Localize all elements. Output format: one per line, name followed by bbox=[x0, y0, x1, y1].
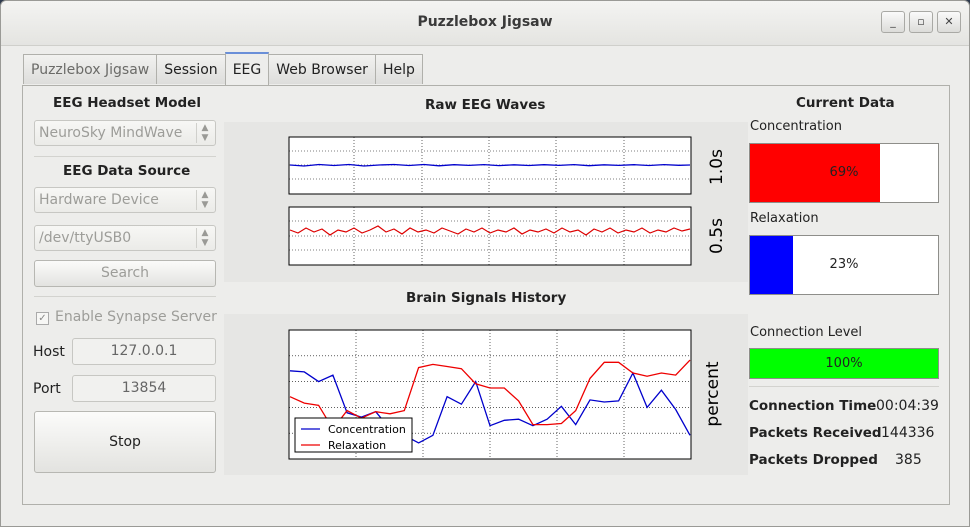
tab-session[interactable]: Session bbox=[156, 54, 226, 84]
combo-arrows-icon: ▲ ▼ bbox=[196, 228, 213, 248]
separator bbox=[749, 386, 939, 387]
raw-wave-red-line bbox=[289, 225, 691, 236]
raw-axis-label-bottom: 0.5s bbox=[707, 218, 727, 254]
connection-level-value: 100% bbox=[825, 356, 863, 371]
history-chart: Concentration Relaxation percent bbox=[288, 329, 723, 460]
port-label: Port bbox=[33, 381, 61, 397]
raw-wave-bottom-frame bbox=[288, 206, 692, 266]
connection-level-label: Connection Level bbox=[750, 325, 863, 340]
window-controls: _ ▫ ✕ bbox=[881, 11, 961, 33]
connection-time-value: 00:04:39 bbox=[876, 398, 939, 414]
tab-eeg[interactable]: EEG bbox=[224, 52, 270, 85]
stop-button[interactable]: Stop bbox=[34, 411, 216, 473]
concentration-value: 69% bbox=[829, 165, 859, 180]
title-bar: Puzzlebox Jigsaw _ ▫ ✕ bbox=[1, 1, 969, 46]
history-line-relaxation bbox=[289, 359, 691, 431]
combo-arrows-icon: ▲ ▼ bbox=[196, 190, 213, 210]
packets-dropped-value: 385 bbox=[895, 452, 922, 468]
tab-bar: Puzzlebox Jigsaw Session EEG Web Browser… bbox=[23, 52, 423, 86]
legend-relaxation-label: Relaxation bbox=[328, 439, 386, 452]
connection-level-bar: 100% bbox=[749, 348, 939, 379]
tab-web-browser[interactable]: Web Browser bbox=[268, 54, 376, 84]
connection-level-bar-fill bbox=[750, 349, 938, 378]
history-series bbox=[289, 359, 691, 444]
relaxation-bar: 23% bbox=[749, 235, 939, 295]
raw-eeg-plot: 1.0s 0.5s bbox=[288, 136, 727, 266]
eeg-panel: EEG Headset Model NeuroSky MindWave ▲ ▼ E… bbox=[22, 85, 950, 505]
device-port-value: /dev/ttyUSB0 bbox=[39, 230, 132, 246]
legend-concentration-label: Concentration bbox=[328, 423, 406, 436]
connection-time-label: Connection Time bbox=[749, 398, 877, 414]
headset-model-heading: EEG Headset Model bbox=[53, 95, 201, 111]
host-label: Host bbox=[33, 344, 65, 360]
search-button[interactable]: Search bbox=[34, 260, 216, 287]
relaxation-label: Relaxation bbox=[750, 211, 819, 226]
packets-dropped-label: Packets Dropped bbox=[749, 452, 878, 468]
history-title: Brain Signals History bbox=[406, 290, 567, 306]
window-title: Puzzlebox Jigsaw bbox=[417, 14, 553, 30]
history-legend: Concentration Relaxation bbox=[294, 417, 413, 453]
history-ylabel: percent bbox=[703, 361, 723, 426]
data-source-select[interactable]: Hardware Device ▲ ▼ bbox=[34, 187, 216, 213]
maximize-button[interactable]: ▫ bbox=[909, 11, 933, 33]
data-source-heading: EEG Data Source bbox=[63, 163, 191, 179]
minimize-button[interactable]: _ bbox=[881, 11, 905, 33]
raw-eeg-plot-area: 1.0s 0.5s bbox=[224, 122, 748, 282]
raw-eeg-title: Raw EEG Waves bbox=[425, 97, 546, 113]
headset-model-select[interactable]: NeuroSky MindWave ▲ ▼ bbox=[34, 120, 216, 146]
concentration-bar: 69% bbox=[749, 143, 939, 203]
host-field[interactable]: 127.0.0.1 bbox=[72, 338, 216, 365]
port-field[interactable]: 13854 bbox=[72, 375, 216, 402]
device-port-select[interactable]: /dev/ttyUSB0 ▲ ▼ bbox=[34, 225, 216, 251]
history-gridlines bbox=[289, 330, 691, 459]
packets-received-label: Packets Received bbox=[749, 425, 882, 441]
history-plot-area: Concentration Relaxation percent bbox=[224, 314, 748, 475]
separator bbox=[34, 156, 216, 157]
raw-axis-label-top: 1.0s bbox=[707, 149, 727, 185]
tab-help[interactable]: Help bbox=[374, 54, 423, 84]
headset-model-value: NeuroSky MindWave bbox=[39, 125, 183, 141]
separator bbox=[34, 296, 216, 297]
combo-arrows-icon: ▲ ▼ bbox=[196, 123, 213, 143]
packets-received-value: 144336 bbox=[881, 425, 935, 441]
synapse-label: Enable Synapse Server bbox=[55, 309, 217, 325]
tab-puzzlebox-jigsaw[interactable]: Puzzlebox Jigsaw bbox=[23, 54, 158, 84]
close-button[interactable]: ✕ bbox=[937, 11, 961, 33]
concentration-bar-fill bbox=[750, 144, 880, 202]
current-data-heading: Current Data bbox=[796, 95, 895, 111]
relaxation-bar-fill bbox=[750, 236, 794, 294]
synapse-checkbox[interactable]: ✓ bbox=[36, 312, 49, 325]
raw-wave-blue-line bbox=[289, 163, 691, 167]
relaxation-value: 23% bbox=[829, 257, 859, 272]
concentration-label: Concentration bbox=[750, 119, 842, 134]
raw-wave-top-frame bbox=[288, 136, 692, 195]
synapse-checkbox-row[interactable]: ✓ Enable Synapse Server bbox=[36, 309, 217, 325]
data-source-value: Hardware Device bbox=[39, 192, 159, 208]
